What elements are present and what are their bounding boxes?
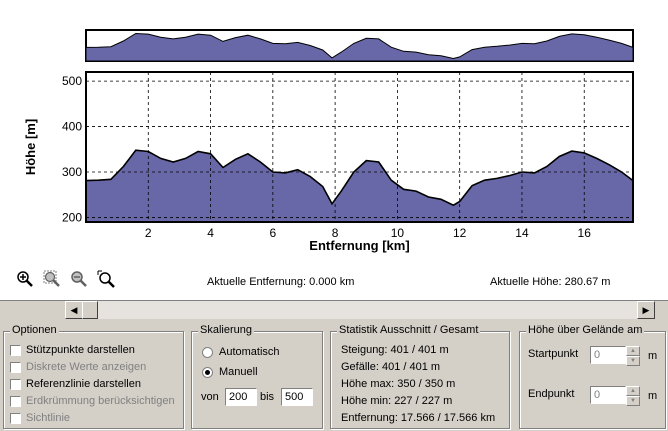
options-group: Optionen Stützpunkte darstellen Diskrete… — [3, 324, 184, 429]
current-distance-label: Aktuelle Entfernung: 0.000 km — [207, 276, 355, 288]
stat-hoehe-max: Höhe max: 350 / 350 m — [341, 378, 456, 390]
plot-border — [85, 71, 634, 223]
overview-area — [85, 32, 634, 62]
startpunkt-spinner[interactable]: ▲ ▼ — [626, 346, 640, 366]
radio-circle[interactable] — [202, 346, 213, 358]
spin-up-icon[interactable]: ▲ — [626, 386, 640, 396]
y-tick-label: 300 — [62, 165, 82, 179]
checkbox-box[interactable] — [10, 412, 21, 424]
scroll-left-button[interactable]: ◀ — [65, 301, 83, 319]
checkbox-diskrete-werte[interactable]: Diskrete Werte anzeigen — [10, 361, 146, 373]
elevation-line — [85, 149, 634, 207]
statistics-group-title: Statistik Ausschnitt / Gesamt — [337, 324, 481, 336]
arrow-left-icon: ◀ — [70, 304, 78, 315]
y-tick-label: 400 — [62, 120, 82, 134]
radio-label: Automatisch — [219, 346, 280, 358]
scaling-group-title: Skalierung — [198, 324, 254, 336]
von-label: von — [201, 391, 219, 403]
checkbox-box[interactable] — [10, 395, 21, 407]
checkbox-erdkruemmung[interactable]: Erdkrümmung berücksichtigen — [10, 395, 175, 407]
zoom-out-icon[interactable] — [70, 270, 88, 288]
current-height-label: Aktuelle Höhe: 280.67 m — [490, 276, 611, 288]
checkbox-box[interactable] — [10, 378, 21, 390]
scale-min-input[interactable] — [225, 388, 257, 406]
startpunkt-label: Startpunkt — [528, 348, 579, 360]
endpunkt-unit: m — [648, 390, 658, 402]
radio-manuell[interactable]: Manuell — [202, 366, 258, 378]
checkbox-label: Diskrete Werte anzeigen — [26, 361, 147, 373]
checkbox-referenzlinie[interactable]: Referenzlinie darstellen — [10, 378, 141, 390]
radio-label: Manuell — [219, 366, 258, 378]
radio-circle[interactable] — [202, 366, 213, 378]
checkbox-box[interactable] — [10, 344, 21, 356]
spin-down-icon[interactable]: ▼ — [626, 396, 640, 406]
stat-gefaelle: Gefälle: 401 / 401 m — [341, 361, 441, 373]
checkbox-label: Referenzlinie darstellen — [26, 378, 141, 390]
x-tick-label: 4 — [207, 226, 214, 240]
checkbox-label: Stützpunkte darstellen — [26, 344, 135, 356]
x-tick-label: 2 — [145, 226, 152, 240]
x-tick-label: 6 — [269, 226, 276, 240]
zoom-region-icon[interactable] — [43, 270, 61, 288]
x-tick-label: 12 — [453, 226, 467, 240]
endpunkt-spinner[interactable]: ▲ ▼ — [626, 386, 640, 406]
checkbox-box[interactable] — [10, 361, 21, 373]
height-above-ground-group: Höhe über Gelände am Startpunkt ▲▼ m End… — [519, 324, 666, 429]
scroll-right-button[interactable]: ▶ — [637, 301, 655, 319]
profile-chart-panel: 2 4 6 8 10 12 14 16 200 300 400 500 Entfernung [km] H… — [0, 0, 668, 301]
x-axis-label: Entfernung [km] — [309, 238, 409, 253]
arrow-right-icon: ▶ — [642, 304, 650, 315]
stat-steigung: Steigung: 401 / 401 m — [341, 344, 449, 356]
scrollbar-thumb[interactable] — [82, 301, 98, 319]
endpunkt-label: Endpunkt — [528, 388, 575, 400]
x-tick-label: 10 — [391, 226, 405, 240]
stat-hoehe-min: Höhe min: 227 / 227 m — [341, 395, 453, 407]
elevation-profile-chart[interactable]: 2 4 6 8 10 12 14 16 200 300 400 500 Entfernung [km] H… — [0, 0, 668, 300]
y-axis-label: Höhe [m] — [23, 119, 38, 175]
checkbox-label: Erdkrümmung berücksichtigen — [26, 395, 175, 407]
zoom-reset-icon[interactable] — [97, 270, 115, 288]
scaling-group: Skalierung Automatisch Manuell von bis — [191, 324, 323, 429]
radio-automatisch[interactable]: Automatisch — [202, 346, 280, 358]
stat-entfernung: Entfernung: 17.566 / 17.566 km — [341, 412, 496, 424]
x-tick-label: 8 — [332, 226, 339, 240]
options-group-title: Optionen — [10, 324, 59, 336]
spin-down-icon[interactable]: ▼ — [626, 356, 640, 366]
statistics-group: Statistik Ausschnitt / Gesamt Steigung: … — [330, 324, 510, 429]
overview-chart[interactable] — [85, 29, 634, 62]
x-tick-label: 14 — [515, 226, 529, 240]
checkbox-label: Sichtlinie — [26, 412, 71, 424]
x-tick-label: 16 — [578, 226, 592, 240]
endpunkt-input[interactable] — [590, 386, 626, 404]
y-tick-label: 500 — [62, 74, 82, 88]
checkbox-sichtlinie[interactable]: Sichtlinie — [10, 412, 70, 424]
checkbox-stuetzpunkte[interactable]: Stützpunkte darstellen — [10, 344, 135, 356]
main-chart[interactable]: 2 4 6 8 10 12 14 16 200 300 400 500 Entfernung [km] H… — [23, 71, 634, 253]
spin-up-icon[interactable]: ▲ — [626, 346, 640, 356]
zoom-in-icon[interactable] — [16, 270, 34, 288]
height-above-ground-title: Höhe über Gelände am — [526, 324, 645, 336]
horizontal-scrollbar-track[interactable] — [65, 301, 638, 319]
bis-label: bis — [260, 391, 275, 403]
scale-max-input[interactable] — [281, 388, 313, 406]
startpunkt-unit: m — [648, 350, 658, 362]
y-tick-label: 200 — [62, 210, 82, 224]
startpunkt-input[interactable] — [590, 346, 626, 364]
